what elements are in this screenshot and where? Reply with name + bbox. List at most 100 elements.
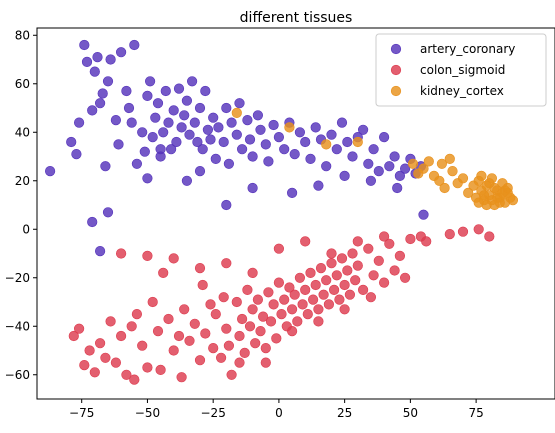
chart-title: different tissues xyxy=(240,10,353,26)
point-artery_coronary-44 xyxy=(194,102,206,114)
point-artery_coronary-66 xyxy=(268,119,279,131)
point-colon_sigmoid-98 xyxy=(457,226,469,237)
point-colon_sigmoid-115 xyxy=(313,316,324,327)
point-colon_sigmoid-45 xyxy=(250,338,261,349)
point-artery_coronary-61 xyxy=(247,151,258,162)
point-artery_coronary-8 xyxy=(92,51,103,63)
point-artery_coronary-31 xyxy=(160,85,171,97)
point-kidney_cortex-43 xyxy=(502,182,513,194)
point-artery_coronary-6 xyxy=(87,105,98,116)
point-kidney_cortex-12 xyxy=(444,153,455,164)
point-colon_sigmoid-73 xyxy=(323,299,335,310)
point-artery_coronary-56 xyxy=(231,129,242,140)
point-colon_sigmoid-28 xyxy=(197,279,208,291)
point-artery_coronary-45 xyxy=(197,144,208,155)
point-kidney_cortex-9 xyxy=(434,175,445,186)
point-colon_sigmoid-5 xyxy=(94,338,106,349)
legend-marker-colon_sigmoid xyxy=(390,64,402,76)
point-artery_coronary-38 xyxy=(179,110,190,121)
point-kidney_cortex-33 xyxy=(476,170,487,181)
x-tick-label: 25 xyxy=(337,406,352,420)
point-colon_sigmoid-102 xyxy=(142,250,153,261)
point-colon_sigmoid-21 xyxy=(168,345,179,356)
point-colon_sigmoid-94 xyxy=(405,233,416,245)
point-artery_coronary-83 xyxy=(358,124,369,135)
point-colon_sigmoid-0 xyxy=(68,330,79,342)
series-kidney_cortex xyxy=(231,107,519,211)
legend-label-kidney_cortex: kidney_cortex xyxy=(420,84,504,98)
point-colon_sigmoid-38 xyxy=(231,296,242,308)
point-colon_sigmoid-69 xyxy=(313,304,324,315)
point-kidney_cortex-10 xyxy=(436,158,448,169)
x-tick-label: −75 xyxy=(69,406,94,420)
x-tick-label: 0 xyxy=(275,406,283,420)
point-artery_coronary-73 xyxy=(305,153,316,164)
point-colon_sigmoid-54 xyxy=(273,277,285,288)
point-artery_coronary-12 xyxy=(102,76,114,87)
legend-marker-kidney_cortex xyxy=(390,85,402,97)
point-artery_coronary-35 xyxy=(171,136,182,148)
point-artery_coronary-102 xyxy=(287,187,298,198)
point-colon_sigmoid-60 xyxy=(289,289,300,300)
y-axis: −60 −40 −20 0 20 40 60 80 xyxy=(5,28,37,382)
series-colon_sigmoid xyxy=(68,224,495,385)
point-artery_coronary-30 xyxy=(158,127,169,138)
point-colon_sigmoid-109 xyxy=(326,248,337,259)
point-colon_sigmoid-46 xyxy=(252,294,263,305)
point-artery_coronary-72 xyxy=(300,136,311,148)
point-colon_sigmoid-42 xyxy=(242,284,253,296)
point-colon_sigmoid-104 xyxy=(194,263,206,274)
point-colon_sigmoid-16 xyxy=(147,296,158,308)
point-colon_sigmoid-81 xyxy=(344,289,356,300)
point-colon_sigmoid-12 xyxy=(129,374,140,385)
point-colon_sigmoid-79 xyxy=(339,279,350,291)
point-artery_coronary-85 xyxy=(368,144,379,155)
point-artery_coronary-36 xyxy=(173,83,185,94)
point-artery_coronary-99 xyxy=(181,175,192,186)
point-kidney_cortex-7 xyxy=(423,156,434,167)
point-colon_sigmoid-82 xyxy=(347,248,358,259)
point-kidney_cortex-4 xyxy=(407,158,419,169)
point-kidney_cortex-0 xyxy=(231,107,242,118)
point-kidney_cortex-42 xyxy=(486,195,498,206)
point-colon_sigmoid-31 xyxy=(208,343,219,354)
point-artery_coronary-67 xyxy=(273,132,285,143)
point-colon_sigmoid-50 xyxy=(263,287,274,298)
point-artery_coronary-98 xyxy=(155,144,166,155)
point-colon_sigmoid-106 xyxy=(247,267,258,279)
x-tick-label: −25 xyxy=(201,406,226,420)
legend: artery_coronary colon_sigmoid kidney_corte… xyxy=(375,33,547,107)
point-colon_sigmoid-3 xyxy=(84,345,95,356)
point-kidney_cortex-6 xyxy=(418,163,429,174)
point-colon_sigmoid-32 xyxy=(210,309,221,320)
point-colon_sigmoid-76 xyxy=(331,270,342,281)
point-colon_sigmoid-65 xyxy=(302,309,313,320)
point-artery_coronary-97 xyxy=(87,216,98,228)
point-artery_coronary-48 xyxy=(205,134,216,145)
point-artery_coronary-16 xyxy=(115,47,127,58)
point-colon_sigmoid-7 xyxy=(105,316,116,327)
point-artery_coronary-109 xyxy=(194,166,206,177)
point-kidney_cortex-38 xyxy=(484,178,495,189)
point-colon_sigmoid-9 xyxy=(115,330,127,342)
point-colon_sigmoid-34 xyxy=(218,292,229,303)
y-tick-label: 40 xyxy=(15,125,30,139)
point-colon_sigmoid-53 xyxy=(271,333,282,344)
point-colon_sigmoid-14 xyxy=(137,340,148,351)
point-colon_sigmoid-44 xyxy=(247,304,258,315)
point-colon_sigmoid-17 xyxy=(152,326,164,337)
point-artery_coronary-23 xyxy=(139,146,150,157)
legend-label-artery_coronary: artery_coronary xyxy=(420,42,515,56)
point-artery_coronary-49 xyxy=(208,112,219,123)
point-artery_coronary-87 xyxy=(379,132,390,143)
point-colon_sigmoid-8 xyxy=(110,357,121,368)
point-artery_coronary-50 xyxy=(210,153,221,164)
y-tick-label: 20 xyxy=(15,174,30,188)
point-colon_sigmoid-93 xyxy=(400,272,411,283)
point-colon_sigmoid-83 xyxy=(350,275,361,286)
point-colon_sigmoid-43 xyxy=(244,321,256,332)
point-artery_coronary-89 xyxy=(389,151,400,162)
point-colon_sigmoid-71 xyxy=(318,289,329,300)
point-artery_coronary-79 xyxy=(336,117,348,128)
